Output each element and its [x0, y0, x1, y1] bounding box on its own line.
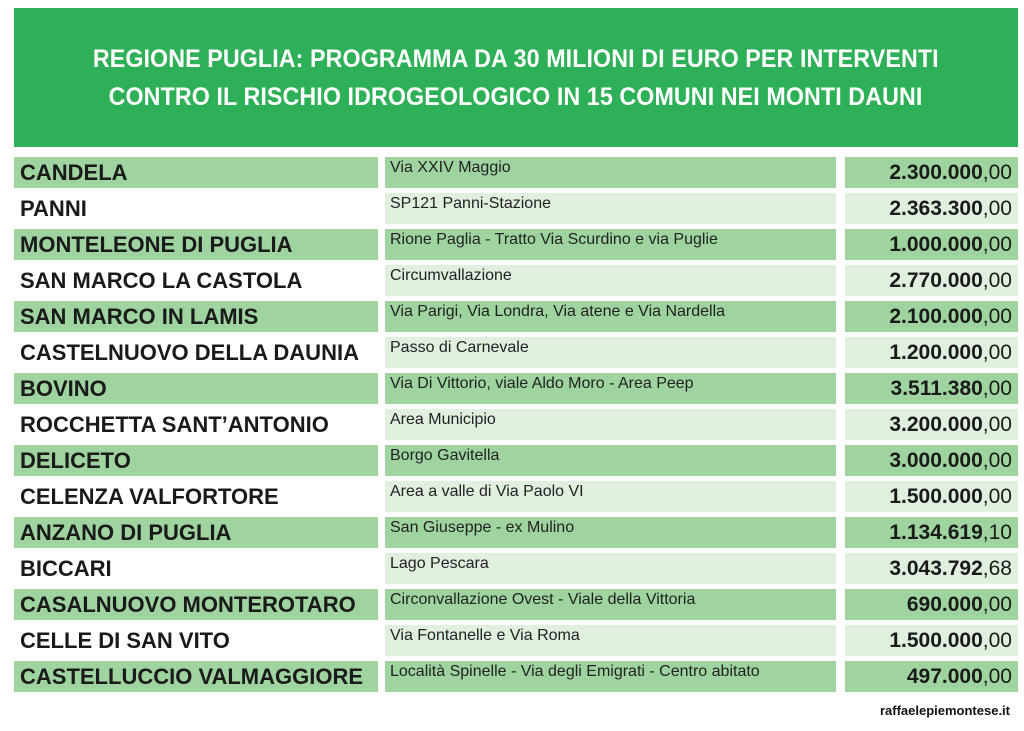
table-row: MONTELEONE DI PUGLIA Rione Paglia - Trat…	[14, 227, 1018, 263]
importo-cell: 1.500.000,00	[845, 625, 1018, 656]
importo-cell: 2.363.300,00	[845, 193, 1018, 224]
importo-cell: 1.200.000,00	[845, 337, 1018, 368]
intervento-cell: SP121 Panni-Stazione	[385, 193, 836, 224]
importo-cell: 1.000.000,00	[845, 229, 1018, 260]
importo-decimal: ,00	[982, 232, 1012, 256]
comune-cell: CASALNUOVO MONTEROTARO	[14, 589, 378, 620]
importo-integer: 1.200.000	[889, 340, 983, 364]
funding-table: CANDELA Via XXIV Maggio 2.300.000,00 PAN…	[14, 155, 1018, 695]
title-line-2: CONTRO IL RISCHIO IDROGEOLOGICO IN 15 CO…	[109, 82, 923, 111]
importo-integer: 2.100.000	[889, 304, 983, 328]
table-row: PANNI SP121 Panni-Stazione 2.363.300,00	[14, 191, 1018, 227]
importo-decimal: ,00	[982, 484, 1012, 508]
table-row: CASTELLUCCIO VALMAGGIORE Località Spinel…	[14, 659, 1018, 695]
table-row: DELICETO Borgo Gavitella 3.000.000,00	[14, 443, 1018, 479]
importo-cell: 1.134.619,10	[845, 517, 1018, 548]
comune-cell: MONTELEONE DI PUGLIA	[14, 229, 378, 260]
importo-integer: 1.134.619	[889, 520, 983, 544]
intervento-cell: Area Municipio	[385, 409, 836, 440]
importo-integer: 1.500.000	[889, 628, 983, 652]
importo-integer: 1.000.000	[889, 232, 983, 256]
intervento-cell: Circumvallazione	[385, 265, 836, 296]
importo-decimal: ,68	[982, 556, 1012, 580]
importo-integer: 3.043.792	[889, 556, 983, 580]
importo-integer: 2.770.000	[889, 268, 983, 292]
importo-cell: 497.000,00	[845, 661, 1018, 692]
importo-cell: 1.500.000,00	[845, 481, 1018, 512]
comune-cell: CASTELNUOVO DELLA DAUNIA	[14, 337, 378, 368]
comune-cell: CANDELA	[14, 157, 378, 188]
importo-integer: 3.200.000	[889, 412, 983, 436]
importo-decimal: ,00	[982, 160, 1012, 184]
importo-integer: 2.300.000	[889, 160, 983, 184]
comune-cell: CELLE DI SAN VITO	[14, 625, 378, 656]
importo-decimal: ,00	[982, 592, 1012, 616]
intervento-cell: Area a valle di Via Paolo VI	[385, 481, 836, 512]
importo-cell: 3.511.380,00	[845, 373, 1018, 404]
importo-decimal: ,00	[982, 664, 1012, 688]
comune-cell: DELICETO	[14, 445, 378, 476]
importo-decimal: ,00	[982, 376, 1012, 400]
table-row: BICCARI Lago Pescara 3.043.792,68	[14, 551, 1018, 587]
table-row: CASTELNUOVO DELLA DAUNIA Passo di Carnev…	[14, 335, 1018, 371]
importo-cell: 2.770.000,00	[845, 265, 1018, 296]
importo-decimal: ,00	[982, 268, 1012, 292]
importo-decimal: ,00	[982, 196, 1012, 220]
comune-cell: CASTELLUCCIO VALMAGGIORE	[14, 661, 378, 692]
table-row: CASALNUOVO MONTEROTARO Circonvallazione …	[14, 587, 1018, 623]
importo-integer: 3.511.380	[890, 376, 983, 400]
intervento-cell: San Giuseppe - ex Mulino	[385, 517, 836, 548]
table-row: ANZANO DI PUGLIA San Giuseppe - ex Mulin…	[14, 515, 1018, 551]
title-line-1: REGIONE PUGLIA: PROGRAMMA DA 30 MILIONI …	[93, 44, 939, 73]
table-row: CELLE DI SAN VITO Via Fontanelle e Via R…	[14, 623, 1018, 659]
importo-integer: 3.000.000	[889, 448, 983, 472]
intervento-cell: Via Parigi, Via Londra, Via atene e Via …	[385, 301, 836, 332]
importo-cell: 3.000.000,00	[845, 445, 1018, 476]
importo-integer: 2.363.300	[889, 196, 983, 220]
importo-integer: 690.000	[906, 592, 983, 616]
importo-cell: 2.100.000,00	[845, 301, 1018, 332]
importo-decimal: ,00	[982, 412, 1012, 436]
comune-cell: BOVINO	[14, 373, 378, 404]
intervento-cell: Via Fontanelle e Via Roma	[385, 625, 836, 656]
comune-cell: BICCARI	[14, 553, 378, 584]
comune-cell: PANNI	[14, 193, 378, 224]
importo-cell: 3.043.792,68	[845, 553, 1018, 584]
importo-decimal: ,00	[982, 448, 1012, 472]
table-row: ROCCHETTA SANT’ANTONIO Area Municipio 3.…	[14, 407, 1018, 443]
source-credit: raffaelepiemontese.it	[879, 703, 1010, 718]
comune-cell: SAN MARCO IN LAMIS	[14, 301, 378, 332]
intervento-cell: Via Di Vittorio, viale Aldo Moro - Area …	[385, 373, 836, 404]
intervento-cell: Circonvallazione Ovest - Viale della Vit…	[385, 589, 836, 620]
title-banner: REGIONE PUGLIA: PROGRAMMA DA 30 MILIONI …	[14, 8, 1018, 147]
importo-cell: 2.300.000,00	[845, 157, 1018, 188]
comune-cell: SAN MARCO LA CASTOLA	[14, 265, 378, 296]
comune-cell: ROCCHETTA SANT’ANTONIO	[14, 409, 378, 440]
importo-decimal: ,00	[982, 340, 1012, 364]
comune-cell: ANZANO DI PUGLIA	[14, 517, 378, 548]
table-row: BOVINO Via Di Vittorio, viale Aldo Moro …	[14, 371, 1018, 407]
importo-decimal: ,00	[982, 304, 1012, 328]
table-row: SAN MARCO LA CASTOLA Circumvallazione 2.…	[14, 263, 1018, 299]
intervento-cell: Rione Paglia - Tratto Via Scurdino e via…	[385, 229, 836, 260]
intervento-cell: Passo di Carnevale	[385, 337, 836, 368]
importo-decimal: ,10	[982, 520, 1012, 544]
table-row: CELENZA VALFORTORE Area a valle di Via P…	[14, 479, 1018, 515]
intervento-cell: Borgo Gavitella	[385, 445, 836, 476]
intervento-cell: Via XXIV Maggio	[385, 157, 836, 188]
importo-integer: 497.000	[906, 664, 983, 688]
intervento-cell: Località Spinelle - Via degli Emigrati -…	[385, 661, 836, 692]
importo-decimal: ,00	[982, 628, 1012, 652]
table-row: SAN MARCO IN LAMIS Via Parigi, Via Londr…	[14, 299, 1018, 335]
importo-integer: 1.500.000	[889, 484, 983, 508]
importo-cell: 690.000,00	[845, 589, 1018, 620]
comune-cell: CELENZA VALFORTORE	[14, 481, 378, 512]
intervento-cell: Lago Pescara	[385, 553, 836, 584]
table-row: CANDELA Via XXIV Maggio 2.300.000,00	[14, 155, 1018, 191]
importo-cell: 3.200.000,00	[845, 409, 1018, 440]
